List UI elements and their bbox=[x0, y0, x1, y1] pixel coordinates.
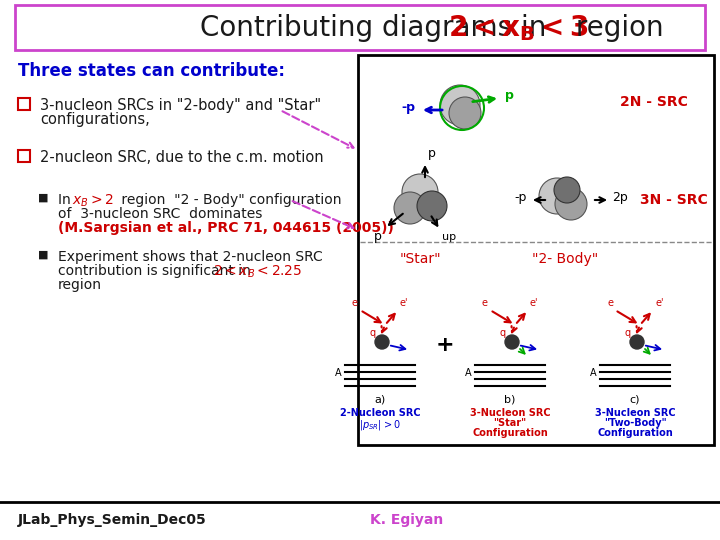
Text: e': e' bbox=[655, 298, 664, 308]
Text: A: A bbox=[465, 368, 472, 378]
Text: "Star": "Star" bbox=[493, 418, 526, 428]
Text: q: q bbox=[370, 328, 376, 338]
Text: Experiment shows that 2-nucleon SRC: Experiment shows that 2-nucleon SRC bbox=[58, 250, 323, 264]
Text: e: e bbox=[482, 298, 488, 308]
Text: 3-Nucleon SRC: 3-Nucleon SRC bbox=[469, 408, 550, 418]
Bar bbox=[18, 98, 30, 110]
Text: $x_B > 2$: $x_B > 2$ bbox=[72, 193, 114, 210]
Text: "Star": "Star" bbox=[399, 252, 441, 266]
Text: region  "2 - Body" configuration: region "2 - Body" configuration bbox=[117, 193, 341, 207]
Text: p: p bbox=[505, 90, 514, 103]
Circle shape bbox=[505, 335, 519, 349]
Text: ■: ■ bbox=[38, 250, 48, 260]
Text: (M.Sargsian et al., PRC 71, 044615 (2005)): (M.Sargsian et al., PRC 71, 044615 (2005… bbox=[58, 221, 394, 235]
Text: b): b) bbox=[504, 395, 516, 405]
Text: Contributing diagrams in: Contributing diagrams in bbox=[200, 14, 555, 42]
Text: A: A bbox=[336, 368, 342, 378]
Text: q: q bbox=[500, 328, 506, 338]
Bar bbox=[18, 150, 30, 162]
Text: +: + bbox=[436, 335, 454, 355]
Circle shape bbox=[555, 188, 587, 220]
Text: 3-nucleon SRCs in "2-body" and "Star": 3-nucleon SRCs in "2-body" and "Star" bbox=[40, 98, 321, 113]
Circle shape bbox=[394, 192, 426, 224]
Text: Configuration: Configuration bbox=[597, 428, 673, 438]
Circle shape bbox=[375, 335, 389, 349]
Text: A: A bbox=[590, 368, 597, 378]
Text: 2-Nucleon SRC: 2-Nucleon SRC bbox=[340, 408, 420, 418]
Text: p: p bbox=[374, 230, 382, 243]
Circle shape bbox=[630, 335, 644, 349]
Text: K. Egiyan: K. Egiyan bbox=[370, 513, 444, 527]
Bar bbox=[358, 55, 714, 445]
Text: 2N - SRC: 2N - SRC bbox=[620, 95, 688, 109]
Text: 2-nucleon SRC, due to the c.m. motion: 2-nucleon SRC, due to the c.m. motion bbox=[40, 150, 323, 165]
Text: configurations,: configurations, bbox=[40, 112, 150, 127]
Text: region: region bbox=[567, 14, 664, 42]
Text: 3N - SRC: 3N - SRC bbox=[640, 193, 708, 207]
Text: In: In bbox=[58, 193, 75, 207]
Text: JLab_Phys_Semin_Dec05: JLab_Phys_Semin_Dec05 bbox=[18, 513, 207, 527]
Text: Three states can contribute:: Three states can contribute: bbox=[18, 62, 285, 80]
Text: Configuration: Configuration bbox=[472, 428, 548, 438]
Text: "Two-Body": "Two-Body" bbox=[603, 418, 666, 428]
Text: up: up bbox=[442, 232, 456, 242]
Text: "2- Body": "2- Body" bbox=[532, 252, 598, 266]
Text: e': e' bbox=[400, 298, 408, 308]
Text: -p: -p bbox=[401, 102, 415, 114]
Text: e: e bbox=[607, 298, 613, 308]
Text: 3-Nucleon SRC: 3-Nucleon SRC bbox=[595, 408, 675, 418]
Text: a): a) bbox=[374, 395, 386, 405]
Text: contribution is significant in: contribution is significant in bbox=[58, 264, 256, 278]
Text: ■: ■ bbox=[38, 193, 48, 203]
Text: e': e' bbox=[530, 298, 539, 308]
Text: $\mathbf{2<x_B<3}$: $\mathbf{2<x_B<3}$ bbox=[448, 13, 588, 43]
Circle shape bbox=[417, 191, 447, 221]
Text: -p: -p bbox=[515, 192, 527, 205]
Circle shape bbox=[539, 178, 575, 214]
Text: p: p bbox=[428, 147, 436, 160]
Text: $|p_{SR}| > 0$: $|p_{SR}| > 0$ bbox=[359, 418, 401, 432]
Text: 2p: 2p bbox=[612, 192, 628, 205]
Circle shape bbox=[554, 177, 580, 203]
Circle shape bbox=[440, 85, 480, 125]
Text: c): c) bbox=[630, 395, 640, 405]
Circle shape bbox=[449, 97, 481, 129]
Text: q: q bbox=[625, 328, 631, 338]
Text: of  3-nucleon SRC  dominates: of 3-nucleon SRC dominates bbox=[58, 207, 262, 221]
Bar bbox=[15, 5, 705, 50]
Text: region: region bbox=[58, 278, 102, 292]
Text: $2 < x_B < 2.25$: $2 < x_B < 2.25$ bbox=[213, 264, 302, 280]
Text: e: e bbox=[352, 298, 358, 308]
Circle shape bbox=[402, 174, 438, 210]
